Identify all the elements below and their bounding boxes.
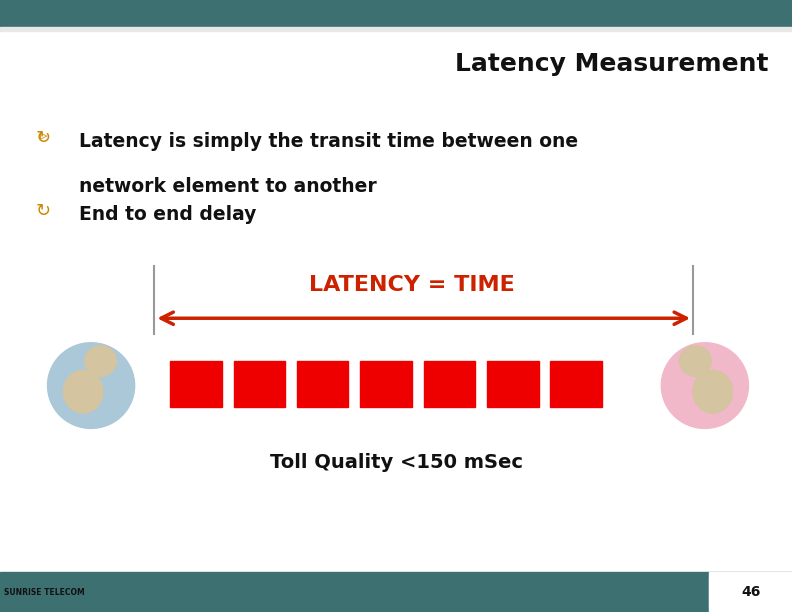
Bar	[0, 572, 792, 612]
Text: SUNRISE TELECOM: SUNRISE TELECOM	[4, 588, 85, 597]
Text: End to end delay: End to end delay	[79, 205, 257, 224]
Ellipse shape	[680, 346, 711, 376]
Ellipse shape	[693, 370, 733, 413]
Text: ↻: ↻	[36, 202, 51, 220]
Bar	[234, 361, 285, 407]
Ellipse shape	[63, 370, 103, 413]
Text: Latency is simply the transit time between one: Latency is simply the transit time betwe…	[79, 132, 578, 151]
Bar	[709, 572, 792, 612]
Ellipse shape	[85, 346, 116, 376]
Bar	[170, 361, 222, 407]
Bar	[424, 361, 475, 407]
Text: LATENCY = TIME: LATENCY = TIME	[309, 275, 515, 294]
Text: Confidential & Proprietary: Confidential & Proprietary	[558, 584, 685, 594]
Text: ↻: ↻	[36, 129, 51, 146]
Bar	[297, 361, 348, 407]
Text: Latency Measurement: Latency Measurement	[455, 52, 768, 76]
Text: ▹: ▹	[40, 129, 48, 144]
Text: 46: 46	[741, 586, 760, 599]
Bar	[550, 361, 602, 407]
Text: Toll Quality <150 mSec: Toll Quality <150 mSec	[269, 452, 523, 472]
Bar	[360, 361, 412, 407]
Bar	[0, 27, 792, 31]
Ellipse shape	[48, 343, 135, 428]
Ellipse shape	[661, 343, 748, 428]
Bar	[0, 0, 792, 28]
Bar	[487, 361, 539, 407]
Text: network element to another: network element to another	[79, 177, 377, 196]
